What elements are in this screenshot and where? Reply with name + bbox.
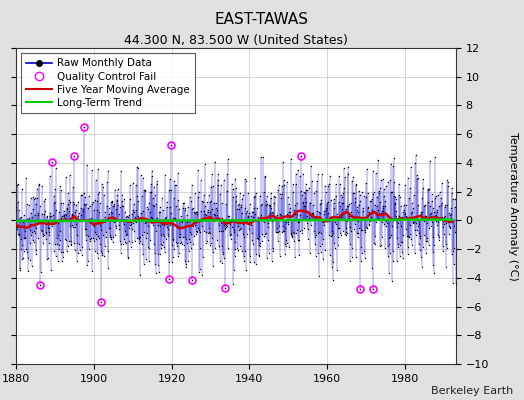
Title: 44.300 N, 83.500 W (United States): 44.300 N, 83.500 W (United States) <box>124 34 348 47</box>
Text: EAST-TAWAS: EAST-TAWAS <box>215 12 309 27</box>
Text: Berkeley Earth: Berkeley Earth <box>431 386 514 396</box>
Legend: Raw Monthly Data, Quality Control Fail, Five Year Moving Average, Long-Term Tren: Raw Monthly Data, Quality Control Fail, … <box>21 53 195 113</box>
Y-axis label: Temperature Anomaly (°C): Temperature Anomaly (°C) <box>508 132 518 280</box>
